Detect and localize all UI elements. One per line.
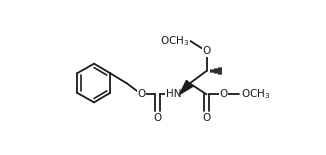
Text: O: O <box>154 113 162 123</box>
Text: O: O <box>202 46 211 56</box>
Text: O: O <box>202 113 211 123</box>
Text: OCH$_3$: OCH$_3$ <box>241 87 270 101</box>
Polygon shape <box>180 80 193 94</box>
Text: OCH$_3$: OCH$_3$ <box>160 34 189 48</box>
Text: HN: HN <box>166 89 181 99</box>
Text: O: O <box>137 89 146 99</box>
Text: O: O <box>219 89 228 99</box>
